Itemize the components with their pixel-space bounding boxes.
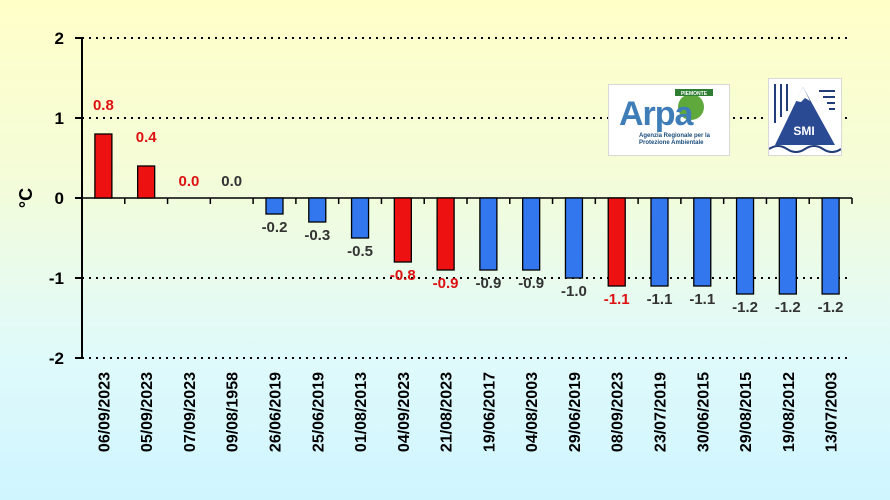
smi-logo: SMI [768,78,842,156]
bar [393,197,412,263]
bar [265,197,284,215]
gridlines [82,37,852,359]
svg-text:PIEMONTE: PIEMONTE [681,91,708,97]
x-tick-label: 21/08/2023 [439,372,456,452]
bar [607,197,626,287]
bar [821,197,840,295]
data-label: -0.5 [347,243,373,260]
data-label: -0.3 [304,227,330,244]
x-tick-label: 23/07/2019 [653,372,670,452]
bar [650,197,669,287]
data-label: -0.8 [390,267,416,284]
bar [564,197,584,279]
data-label: -1.2 [775,299,801,316]
data-labels: 0.8 0.4 0.0 0.0 -0.2 -0.3 -0.5 -0.8 -0.9 -0.9 -0.9… [93,97,844,316]
bar [436,197,455,271]
y-tick-label: -1 [49,269,64,288]
arpa-piemonte-logo: PIEMONTE Arpa Agenzia Regionale per la P… [608,84,730,156]
y-tick-label: 2 [55,29,64,48]
data-label: -0.9 [475,275,501,292]
x-tick-label: 29/06/2019 [567,372,584,452]
bar [778,197,797,295]
x-tick-label: 04/08/2003 [524,372,541,452]
y-tick-label: 0 [55,189,64,208]
data-label: -1.1 [647,291,673,308]
x-tick-label: 19/08/2012 [781,372,798,452]
bar [735,197,755,295]
y-tick-label: -2 [49,349,64,368]
data-label: -1.2 [818,299,844,316]
data-label: -0.2 [262,219,288,236]
y-axis-label: °C [16,188,36,208]
data-label: -0.9 [433,275,459,292]
data-label: -1.0 [561,283,587,300]
data-label: 0.0 [221,173,242,190]
data-label: 0.0 [179,173,200,190]
bar [94,133,113,199]
x-tick-label: 29/08/2015 [738,372,755,452]
x-tick-label: 19/06/2017 [481,372,498,452]
y-ticks: 2 1 0 -1 -2 [49,29,82,368]
data-label: -0.9 [518,275,544,292]
x-tick-label: 01/08/2013 [353,372,370,452]
x-tick-label: 04/09/2023 [396,372,413,452]
x-tick-label: 08/09/2023 [610,372,627,452]
bar [693,197,712,287]
x-tick-label: 13/07/2003 [824,372,841,452]
x-tick-label: 07/09/2023 [182,372,199,452]
bar [308,197,327,223]
bar [350,197,370,239]
x-tick-label: 05/09/2023 [139,372,156,452]
data-label: -1.1 [604,291,630,308]
svg-text:SMI: SMI [793,124,814,138]
x-tick-label: 09/08/1958 [225,372,242,452]
x-tick-label: 30/06/2015 [695,372,712,452]
bars [94,133,840,295]
data-label: -1.2 [732,299,758,316]
data-label: 0.8 [93,97,114,114]
x-tick-label: 06/09/2023 [96,372,113,452]
x-tick-labels: 06/09/2023 05/09/2023 07/09/2023 09/08/1958… [96,198,853,452]
bar [137,165,156,199]
data-label: 0.4 [136,129,158,146]
bar [522,197,541,271]
data-label: -1.1 [689,291,715,308]
bar [479,197,498,271]
x-tick-label: 25/06/2019 [310,372,327,452]
y-tick-label: 1 [55,109,64,128]
x-tick-label: 26/06/2019 [268,372,285,452]
